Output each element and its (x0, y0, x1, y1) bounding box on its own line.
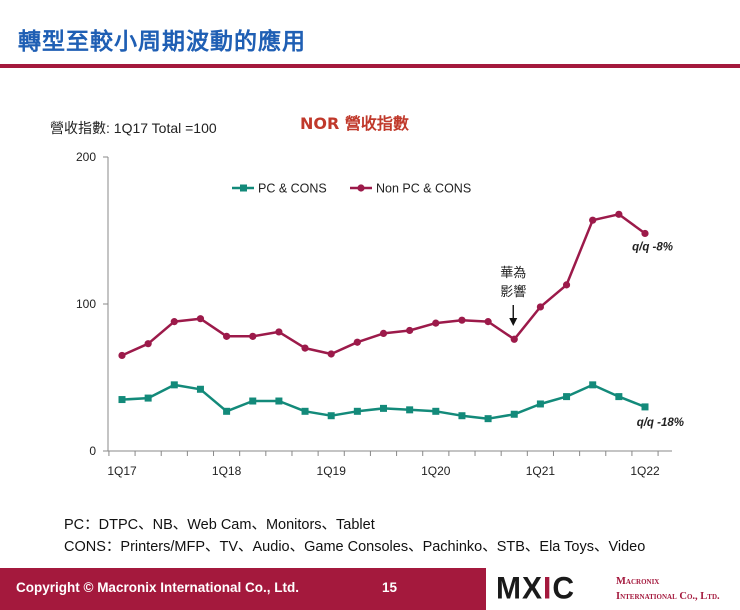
y-tick-label: 0 (89, 444, 96, 458)
data-point (196, 315, 205, 323)
logo-letter-x: X (522, 571, 544, 606)
annotation-huawei-line1: 華為 (500, 265, 526, 281)
y-tick-label: 200 (76, 150, 96, 164)
x-tick-label: 1Q20 (421, 464, 451, 478)
data-point (144, 394, 152, 402)
page-number: 15 (382, 580, 398, 595)
data-point (458, 316, 466, 324)
data-point (484, 318, 492, 326)
data-point (275, 397, 283, 405)
company-name: Macronix International Co., Ltd. (616, 574, 720, 604)
note-pc: PC：DTPC、NB、Web Cam、Monitors、Tablet (64, 517, 375, 533)
data-point (196, 385, 204, 393)
company-line-1: Macronix (616, 576, 660, 587)
legend-marker (357, 184, 365, 192)
data-point (432, 319, 440, 327)
data-point (406, 326, 414, 335)
x-tick-label: 1Q17 (107, 464, 137, 478)
annotation-arrow-head (509, 318, 518, 326)
data-point (536, 303, 545, 311)
annotation-qq-non-pc: q/q -8% (632, 241, 673, 253)
x-tick-label: 1Q22 (630, 464, 660, 478)
data-point (170, 381, 178, 389)
macronix-logo: MXIC (496, 571, 575, 607)
data-point (118, 351, 126, 360)
title-divider (0, 64, 740, 68)
data-point (589, 216, 597, 224)
x-tick-label: 1Q19 (317, 464, 347, 478)
data-point (641, 403, 649, 411)
data-point (380, 404, 387, 412)
chart-legend: PC & CONS Non PC & CONS (232, 182, 471, 196)
note-cons: CONS：Printers/MFP、TV、Audio、Game Consoles… (64, 539, 646, 555)
data-point (223, 407, 231, 415)
slide-title: 轉型至較小周期波動的應用 (18, 29, 306, 55)
y-tick-label: 100 (76, 297, 96, 311)
x-tick-label: 1Q18 (212, 464, 242, 478)
footer-bar (0, 568, 486, 610)
line-chart: 0 100 200 1Q17 1Q18 1Q19 1Q20 1Q21 1Q22 PC & CON… (76, 150, 684, 478)
data-point (406, 406, 414, 414)
logo-letter-i: I (543, 571, 553, 606)
data-point (223, 332, 231, 340)
data-point (144, 340, 152, 348)
footnotes: PC：DTPC、NB、Web Cam、Monitors、Tablet CONS：… (64, 514, 645, 558)
y-axis-label: 營收指數: 1Q17 Total =100 (50, 120, 217, 136)
data-point (615, 210, 623, 218)
logo-letter-c: C (552, 571, 576, 606)
data-point (379, 329, 388, 337)
x-tick-label: 1Q21 (526, 464, 556, 478)
data-point (615, 393, 623, 401)
data-point (484, 415, 492, 423)
legend-marker (240, 184, 247, 192)
data-point (510, 410, 518, 418)
company-line-2: International Co., Ltd. (616, 591, 720, 602)
series-layer (118, 210, 649, 423)
data-point (301, 407, 309, 415)
data-point (118, 396, 126, 404)
logo-letter-m: M (496, 571, 522, 606)
data-point (536, 400, 544, 408)
data-point (589, 381, 597, 389)
annotation-qq-pc: q/q -18% (637, 417, 684, 429)
data-point (562, 281, 571, 289)
data-point (353, 407, 361, 415)
footer: Copyright © Macronix International Co., … (0, 568, 740, 610)
chart-title: NOR 營收指數 (300, 114, 409, 133)
data-point (563, 393, 571, 401)
data-point (275, 328, 283, 336)
data-point (353, 338, 361, 346)
chart-axes: 0 100 200 1Q17 1Q18 1Q19 1Q20 1Q21 1Q22 (76, 150, 672, 478)
legend-label: PC & CONS (258, 182, 327, 196)
data-point (249, 397, 257, 405)
copyright-text: Copyright © Macronix International Co., … (16, 580, 299, 595)
legend-label: Non PC & CONS (376, 182, 471, 196)
data-point (301, 344, 309, 352)
data-point (458, 412, 466, 420)
data-point (641, 229, 649, 238)
annotation-huawei-line2: 影響 (500, 284, 526, 300)
data-point (327, 412, 335, 420)
data-point (327, 350, 335, 358)
data-point (510, 335, 518, 343)
data-point (249, 332, 257, 340)
data-point (432, 407, 440, 415)
data-point (170, 318, 178, 326)
